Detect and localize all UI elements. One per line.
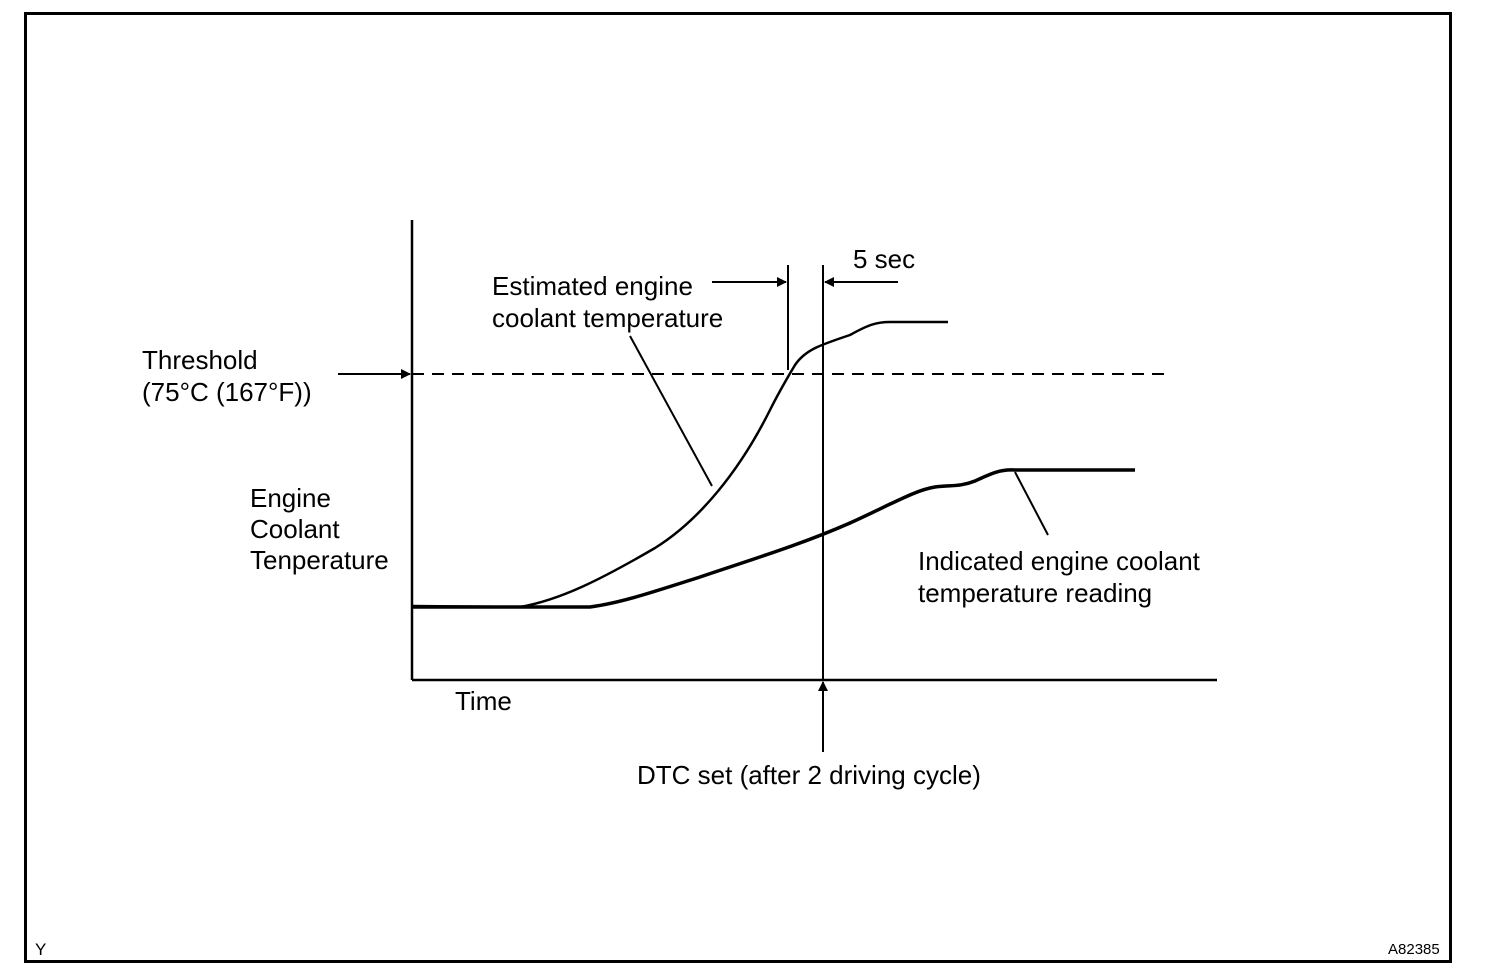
threshold-label-line2: (75°C (167°F)) [142,377,312,407]
figure-id-label: A82385 [1388,941,1440,958]
corner-left-label: Y [35,940,47,959]
y-axis-label-line3: Tenperature [250,545,389,575]
estimated-leader-line [629,335,713,487]
diagram-frame [24,12,1452,963]
estimated-label-line1: Estimated engine [492,271,693,301]
indicated-label-line2: temperature reading [918,578,1153,608]
x-axis-label: Time [455,686,512,716]
estimated-temperature-curve [411,320,948,609]
y-axis-label-line2: Coolant [250,514,340,544]
dtc-label: DTC set (after 2 driving cycle) [637,760,981,790]
threshold-label-line1: Threshold [142,345,258,375]
indicated-label-line1: Indicated engine coolant [918,546,1200,576]
five-sec-label: 5 sec [853,244,916,274]
indicated-temperature-curve [412,468,1135,609]
y-axis-label-line1: Engine [250,483,331,513]
estimated-label-line2: coolant temperature [492,303,724,333]
indicated-leader-line [1014,471,1049,536]
